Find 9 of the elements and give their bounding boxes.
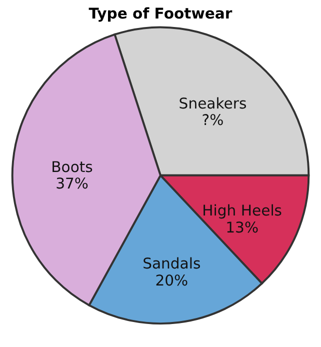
data-label: 20% [155, 272, 188, 290]
slice-label: Sneakers [178, 95, 247, 112]
data-label: ?% [202, 112, 224, 130]
chart-title: Type of Footwear [88, 5, 233, 22]
slice-label: Boots [51, 158, 93, 176]
slice-label: High Heels [202, 202, 282, 220]
data-label: 13% [226, 219, 259, 236]
data-label: 37% [56, 176, 88, 193]
slice-label: Sandals [142, 256, 201, 273]
